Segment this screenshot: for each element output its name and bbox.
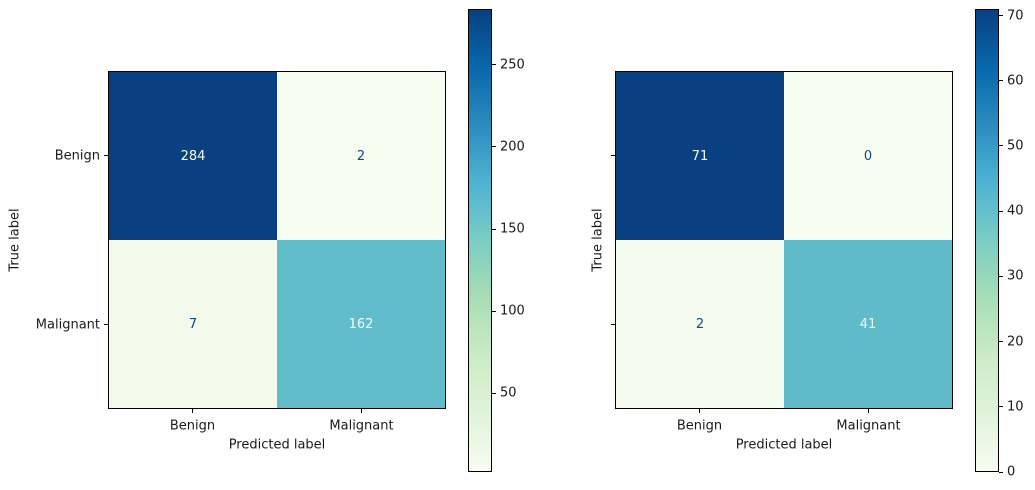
- left-colorbar: [468, 9, 492, 472]
- right-xtick-label-malignant: Malignant: [836, 418, 901, 434]
- colorbar-tick-mark: [492, 146, 496, 148]
- colorbar-tick-label: 20: [1007, 334, 1024, 350]
- colorbar-tick-mark: [492, 228, 496, 230]
- matrix-cell: 41: [784, 240, 952, 408]
- colorbar-tick-label: 10: [1007, 399, 1024, 415]
- colorbar-tick-mark: [492, 310, 496, 312]
- colorbar-tick-mark: [999, 406, 1003, 408]
- left-xtick-mark: [192, 409, 193, 413]
- colorbar-tick-mark: [999, 471, 1003, 473]
- matrix-cell: 71: [616, 72, 784, 240]
- colorbar-tick-label: 30: [1007, 268, 1024, 284]
- matrix-cell: 284: [109, 72, 277, 240]
- matrix-cell: 2: [277, 72, 445, 240]
- matrix-cell: 162: [277, 240, 445, 408]
- colorbar-tick-mark: [999, 210, 1003, 212]
- colorbar-tick-mark: [999, 15, 1003, 17]
- right-xtick-mark: [868, 409, 869, 413]
- left-ytick-mark: [104, 155, 108, 156]
- left-xtick-label-malignant: Malignant: [329, 418, 394, 434]
- right-xtick-label-benign: Benign: [676, 418, 723, 434]
- colorbar-tick-mark: [999, 275, 1003, 277]
- colorbar-tick-label: 0: [1007, 464, 1016, 480]
- left-colorbar-gradient: [469, 10, 491, 471]
- left-heatmap-axes: 284 2 7 162: [108, 71, 446, 409]
- matrix-cell: 0: [784, 72, 952, 240]
- right-ytick-mark: [611, 324, 615, 325]
- right-ytick-mark: [611, 155, 615, 156]
- left-ytick-mark: [104, 324, 108, 325]
- colorbar-tick-mark: [492, 392, 496, 394]
- right-xaxis-label: Predicted label: [735, 437, 833, 453]
- matrix-cell: 2: [616, 240, 784, 408]
- right-colorbar: [975, 9, 999, 472]
- colorbar-tick-label: 50: [500, 385, 517, 401]
- colorbar-tick-label: 100: [500, 303, 525, 319]
- left-ytick-label-benign: Benign: [54, 148, 100, 163]
- right-yaxis-label: True label: [590, 208, 606, 272]
- colorbar-tick-label: 50: [1007, 138, 1024, 154]
- left-xtick-mark: [361, 409, 362, 413]
- right-colorbar-gradient: [976, 10, 998, 471]
- colorbar-tick-label: 200: [500, 139, 525, 155]
- colorbar-tick-mark: [999, 341, 1003, 343]
- colorbar-tick-label: 40: [1007, 203, 1024, 219]
- left-ytick-label-malignant: Malignant: [35, 317, 100, 332]
- left-xaxis-label: Predicted label: [228, 437, 326, 453]
- right-xtick-mark: [699, 409, 700, 413]
- right-heatmap-axes: 71 0 2 41: [615, 71, 953, 409]
- colorbar-tick-mark: [999, 80, 1003, 82]
- colorbar-tick-label: 60: [1007, 73, 1024, 89]
- colorbar-tick-mark: [999, 145, 1003, 147]
- matrix-cell: 7: [109, 240, 277, 408]
- colorbar-tick-label: 250: [500, 57, 525, 73]
- colorbar-tick-label: 150: [500, 221, 525, 237]
- colorbar-tick-mark: [492, 64, 496, 66]
- left-xtick-label-benign: Benign: [169, 418, 216, 434]
- colorbar-tick-label: 70: [1007, 8, 1024, 24]
- left-yaxis-label: True label: [7, 208, 23, 272]
